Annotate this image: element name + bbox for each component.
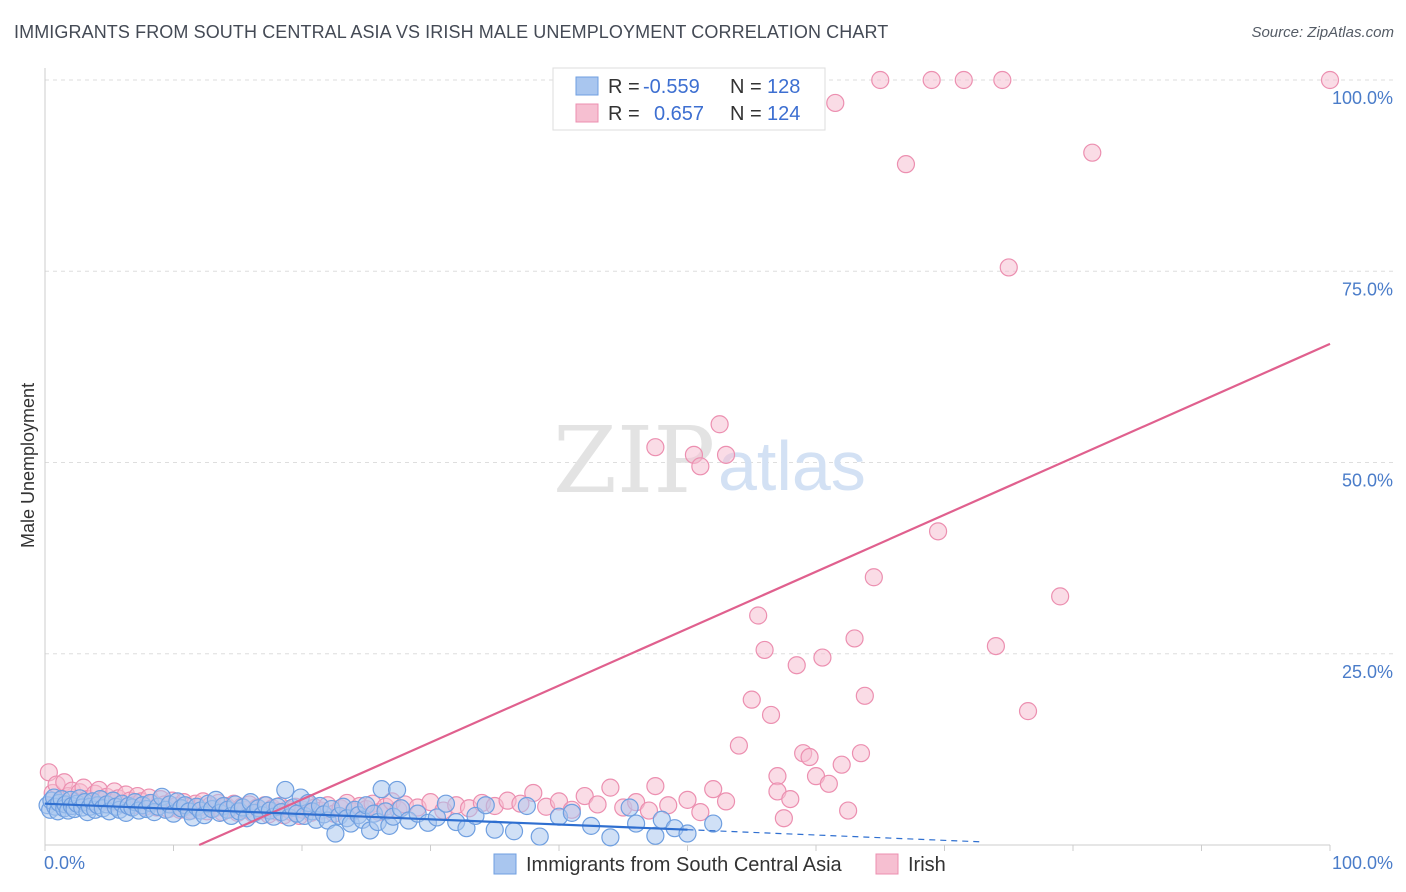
x-tick-label-0: 0.0%	[44, 853, 85, 873]
immigrants-point-73	[276, 780, 295, 800]
irish-point-108	[716, 792, 736, 811]
immigrants-point-123	[646, 826, 665, 845]
irish-point-98	[588, 795, 607, 814]
bottom-legend-swatch-pink	[875, 853, 899, 875]
legend-swatch-pink	[575, 103, 599, 123]
bottom-legend-swatch-blue	[493, 853, 517, 875]
irish-point-102	[639, 801, 659, 820]
irish-point-122	[691, 457, 710, 476]
chart-title: IMMIGRANTS FROM SOUTH CENTRAL ASIA VS IR…	[14, 22, 889, 42]
legend-n-value-blue: 128	[767, 76, 800, 98]
y-tick-label-0: 25.0%	[1342, 662, 1393, 682]
irish-trend-line	[198, 342, 1331, 847]
irish-point-111	[755, 640, 774, 660]
irish-point-147	[1320, 70, 1340, 90]
irish-point-117	[832, 755, 851, 774]
irish-point-132	[826, 93, 845, 113]
irish-point-140	[954, 70, 973, 90]
immigrants-trend-line-extension	[687, 829, 984, 843]
source-label: Source: ZipAtlas.com	[1251, 24, 1394, 41]
immigrants-point-115	[517, 796, 536, 816]
irish-point-125	[749, 606, 768, 625]
immigrants-point-112	[476, 796, 495, 815]
irish-point-103	[646, 776, 665, 796]
immigrants-point-121	[620, 798, 639, 817]
legend-swatch-blue	[575, 76, 599, 96]
irish-point-109	[729, 736, 749, 755]
legend-r-value-blue: -0.559	[643, 76, 700, 98]
grid	[45, 79, 1395, 655]
irish-point-110	[742, 690, 761, 709]
irish-point-113	[774, 809, 793, 828]
immigrants-trend-line	[44, 802, 688, 831]
immigrants-point-108	[436, 794, 456, 813]
irish-points	[39, 70, 1340, 828]
legend-r-value-pink: 0.657	[654, 103, 704, 125]
legend-r-label-pink: R =	[608, 103, 640, 125]
immigrants-point-116	[530, 827, 549, 846]
legend-n-value-pink: 124	[767, 103, 800, 125]
tick-labels: 25.0% 50.0% 75.0% 100.0% 0.0% 100.0%	[44, 88, 1393, 873]
y-tick-label-3: 100.0%	[1332, 88, 1393, 108]
immigrants-point-122	[626, 814, 646, 833]
irish-point-99	[601, 778, 620, 797]
irish-point-133	[839, 801, 858, 820]
legend-n-label-blue: N =	[730, 76, 762, 98]
irish-point-131	[813, 648, 832, 667]
legend: R = -0.559 N = 128 R = 0.657 N = 124	[552, 67, 826, 131]
irish-point-145	[1051, 587, 1070, 606]
x-tick-label-1: 100.0%	[1332, 853, 1393, 873]
irish-point-116	[819, 774, 838, 793]
irish-point-128	[781, 789, 800, 809]
irish-point-123	[710, 415, 729, 434]
irish-point-105	[678, 790, 697, 809]
irish-point-118	[845, 629, 864, 648]
irish-point-135	[855, 686, 874, 705]
immigrants-point-86	[326, 824, 345, 843]
immigrants-point-107	[427, 808, 447, 827]
immigrants-point-126	[678, 824, 697, 843]
irish-point-136	[871, 70, 890, 90]
bottom-legend: Immigrants from South Central Asia Irish	[493, 853, 946, 876]
irish-point-143	[999, 258, 1018, 277]
watermark: ZIP atlas	[553, 407, 866, 514]
bottom-legend-label-pink: Irish	[908, 854, 946, 876]
immigrants-point-127	[704, 814, 723, 833]
irish-point-112	[768, 767, 787, 786]
irish-point-107	[704, 780, 723, 799]
irish-point-134	[851, 744, 871, 763]
legend-r-label-blue: R =	[608, 76, 640, 98]
irish-point-114	[787, 656, 806, 675]
irish-point-138	[922, 70, 941, 90]
immigrants-point-120	[601, 828, 620, 847]
legend-n-label-pink: N =	[730, 103, 762, 125]
irish-point-97	[575, 786, 594, 806]
irish-point-124	[716, 445, 736, 464]
immigrants-point-113	[485, 820, 504, 839]
irish-point-139	[928, 522, 948, 541]
irish-point-144	[1018, 702, 1038, 721]
irish-point-119	[864, 568, 883, 587]
y-tick-label-2: 75.0%	[1342, 279, 1393, 299]
immigrants-point-102	[387, 780, 407, 800]
immigrants-point-118	[562, 803, 581, 822]
y-axis-label: Male Unemployment	[18, 383, 38, 548]
immigrants-point-98	[372, 780, 391, 799]
irish-point-142	[993, 70, 1012, 90]
irish-point-126	[761, 705, 781, 725]
irish-point-146	[1083, 143, 1102, 162]
irish-point-141	[986, 636, 1006, 656]
watermark-atlas: atlas	[718, 427, 866, 505]
bottom-legend-label-blue: Immigrants from South Central Asia	[526, 854, 843, 876]
y-tick-label-1: 50.0%	[1342, 471, 1393, 491]
irish-point-137	[896, 155, 916, 174]
irish-point-120	[646, 438, 665, 457]
axes	[44, 68, 1331, 851]
immigrants-point-114	[504, 822, 524, 841]
irish-point-130	[800, 747, 819, 767]
trend-lines	[44, 342, 1331, 847]
irish-point-106	[691, 803, 710, 822]
